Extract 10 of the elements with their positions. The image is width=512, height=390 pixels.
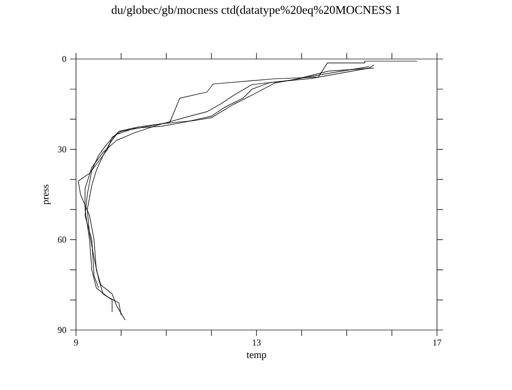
y-tick-label: 60 — [58, 236, 66, 243]
y-axis-title: press — [44, 184, 51, 205]
x-tick-label: 13 — [252, 340, 261, 346]
x-axis-title: temp — [246, 352, 266, 360]
y-tick-label: 90 — [58, 326, 66, 334]
chart-title: du/globec/gb/mocness ctd(datatype%20eq%20MOCNESS 1 — [112, 6, 400, 16]
y-tick-label: 30 — [58, 146, 66, 152]
y-tick-label: 0 — [62, 56, 66, 62]
x-tick-label: 17 — [433, 340, 442, 346]
x-tick-label: 9 — [74, 340, 78, 346]
